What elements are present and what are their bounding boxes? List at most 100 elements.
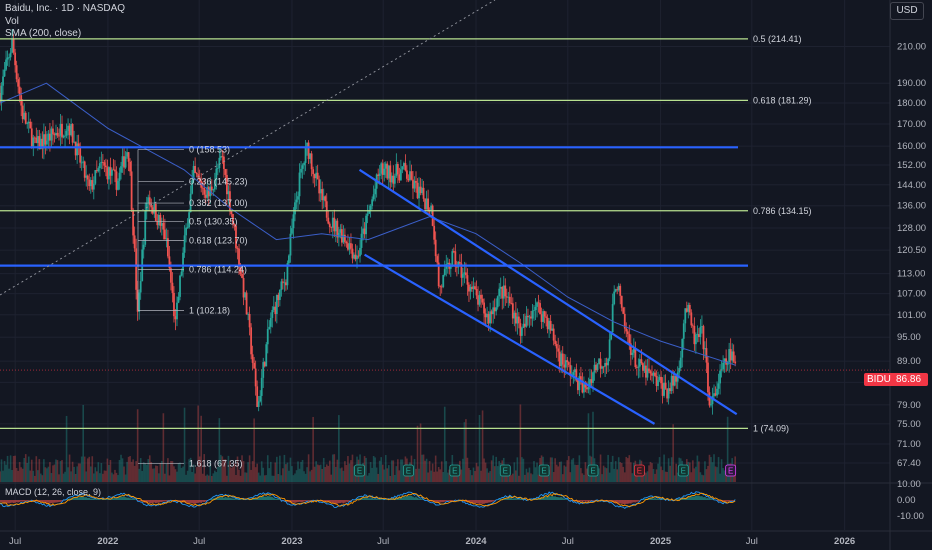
- volume-bar: [92, 473, 95, 482]
- sma-legend: SMA (200, close): [5, 28, 82, 39]
- candle-body: [604, 362, 606, 367]
- volume-bar: [397, 459, 399, 482]
- candle-body: [409, 171, 411, 181]
- candle-body: [440, 286, 443, 288]
- volume-bar: [515, 470, 517, 482]
- macd-histogram-bar: [483, 500, 485, 504]
- earnings-marker-label: E: [637, 467, 642, 476]
- candle-body: [365, 215, 367, 235]
- macd-histogram-bar: [301, 500, 304, 502]
- volume-bar: [460, 469, 463, 482]
- volume-bar: [630, 462, 632, 482]
- volume-bar: [698, 461, 700, 482]
- macd-histogram-bar: [9, 500, 12, 503]
- price-axis-tick: 75.00: [897, 419, 921, 430]
- macd-histogram-bar: [475, 500, 478, 504]
- candle-body: [30, 128, 33, 147]
- volume-bar: [29, 470, 32, 482]
- price-axis-tick: 113.00: [897, 269, 925, 280]
- candle-body: [443, 268, 446, 276]
- candle-body: [321, 189, 324, 201]
- macd-histogram-bar: [168, 500, 171, 501]
- candle-body: [477, 295, 479, 305]
- macd-histogram-bar: [731, 500, 733, 501]
- volume-bar: [55, 459, 57, 482]
- volume-bar: [316, 464, 319, 482]
- candle-body: [629, 343, 632, 355]
- candle-body: [416, 182, 419, 199]
- macd-histogram-bar: [271, 497, 274, 500]
- volume-bar: [383, 469, 386, 482]
- macd-histogram-bar: [100, 499, 103, 500]
- candle-body: [191, 180, 194, 194]
- macd-histogram-bar: [505, 498, 508, 500]
- macd-histogram-bar: [695, 495, 697, 500]
- volume-bar: [614, 461, 617, 482]
- macd-histogram-bar: [46, 500, 48, 504]
- candle-body: [298, 172, 301, 197]
- price-axis-tick: 210.00: [897, 42, 926, 53]
- candle-body: [421, 187, 423, 194]
- volume-bar: [235, 475, 237, 482]
- volume-bar: [201, 473, 204, 482]
- earnings-marker: [725, 464, 737, 477]
- volume-bar: [670, 457, 673, 482]
- time-axis-tick: Jul: [562, 536, 574, 547]
- macd-histogram-bar: [67, 498, 69, 500]
- volume-bar: [214, 470, 216, 482]
- candle-body: [372, 194, 375, 200]
- volume-bar: [566, 460, 569, 482]
- volume-bar: [321, 468, 324, 482]
- volume-bar: [56, 460, 59, 482]
- macd-histogram-bar: [260, 496, 263, 500]
- volume-bar: [286, 462, 289, 482]
- volume-bar: [611, 455, 614, 482]
- volume-bar: [692, 460, 694, 482]
- macd-histogram-bar: [338, 500, 340, 504]
- macd-histogram-bar: [551, 495, 553, 500]
- candle-body: [387, 165, 390, 179]
- channel-line: [358, 168, 738, 416]
- candle-body: [654, 372, 656, 376]
- candle-body: [218, 157, 221, 169]
- candle-body: [216, 168, 219, 169]
- macd-histogram-bar: [126, 497, 128, 500]
- macd-histogram-bar: [492, 500, 494, 502]
- candle-body: [269, 317, 272, 327]
- volume-bar: [430, 470, 432, 482]
- macd-histogram-bar: [518, 499, 520, 500]
- volume-bar: [601, 474, 603, 482]
- macd-histogram-bar: [477, 500, 479, 504]
- macd-histogram-bar: [521, 498, 523, 500]
- macd-histogram-bar: [79, 496, 81, 500]
- volume-bar: [646, 471, 649, 482]
- volume-bar: [335, 466, 337, 482]
- candle-body: [499, 286, 502, 289]
- volume-bar: [147, 459, 150, 482]
- volume-bar: [112, 474, 115, 482]
- macd-histogram-bar: [701, 496, 703, 500]
- macd-histogram-bar: [233, 498, 236, 500]
- candle-body: [407, 178, 410, 181]
- volume-bar: [578, 455, 581, 482]
- volume-bar: [477, 466, 479, 482]
- candle-body: [283, 282, 286, 284]
- candle-body: [153, 203, 156, 214]
- currency-button[interactable]: USD: [890, 2, 924, 20]
- macd-histogram-bar: [666, 499, 668, 500]
- volume-bar: [241, 455, 243, 482]
- volume-bar: [124, 474, 127, 482]
- macd-histogram-bar: [148, 500, 151, 504]
- volume-bar: [654, 473, 656, 482]
- volume-bar: [693, 468, 696, 482]
- macd-histogram-bar: [639, 500, 641, 501]
- volume-bar: [584, 462, 587, 482]
- candle-body: [150, 205, 153, 208]
- volume-bar: [117, 475, 119, 482]
- macd-histogram-bar: [254, 497, 257, 500]
- macd-legend: MACD (12, 26, close, 9): [5, 487, 101, 497]
- macd-histogram-bar: [480, 500, 482, 504]
- candle-body: [576, 380, 579, 391]
- macd-histogram-bar: [26, 500, 29, 502]
